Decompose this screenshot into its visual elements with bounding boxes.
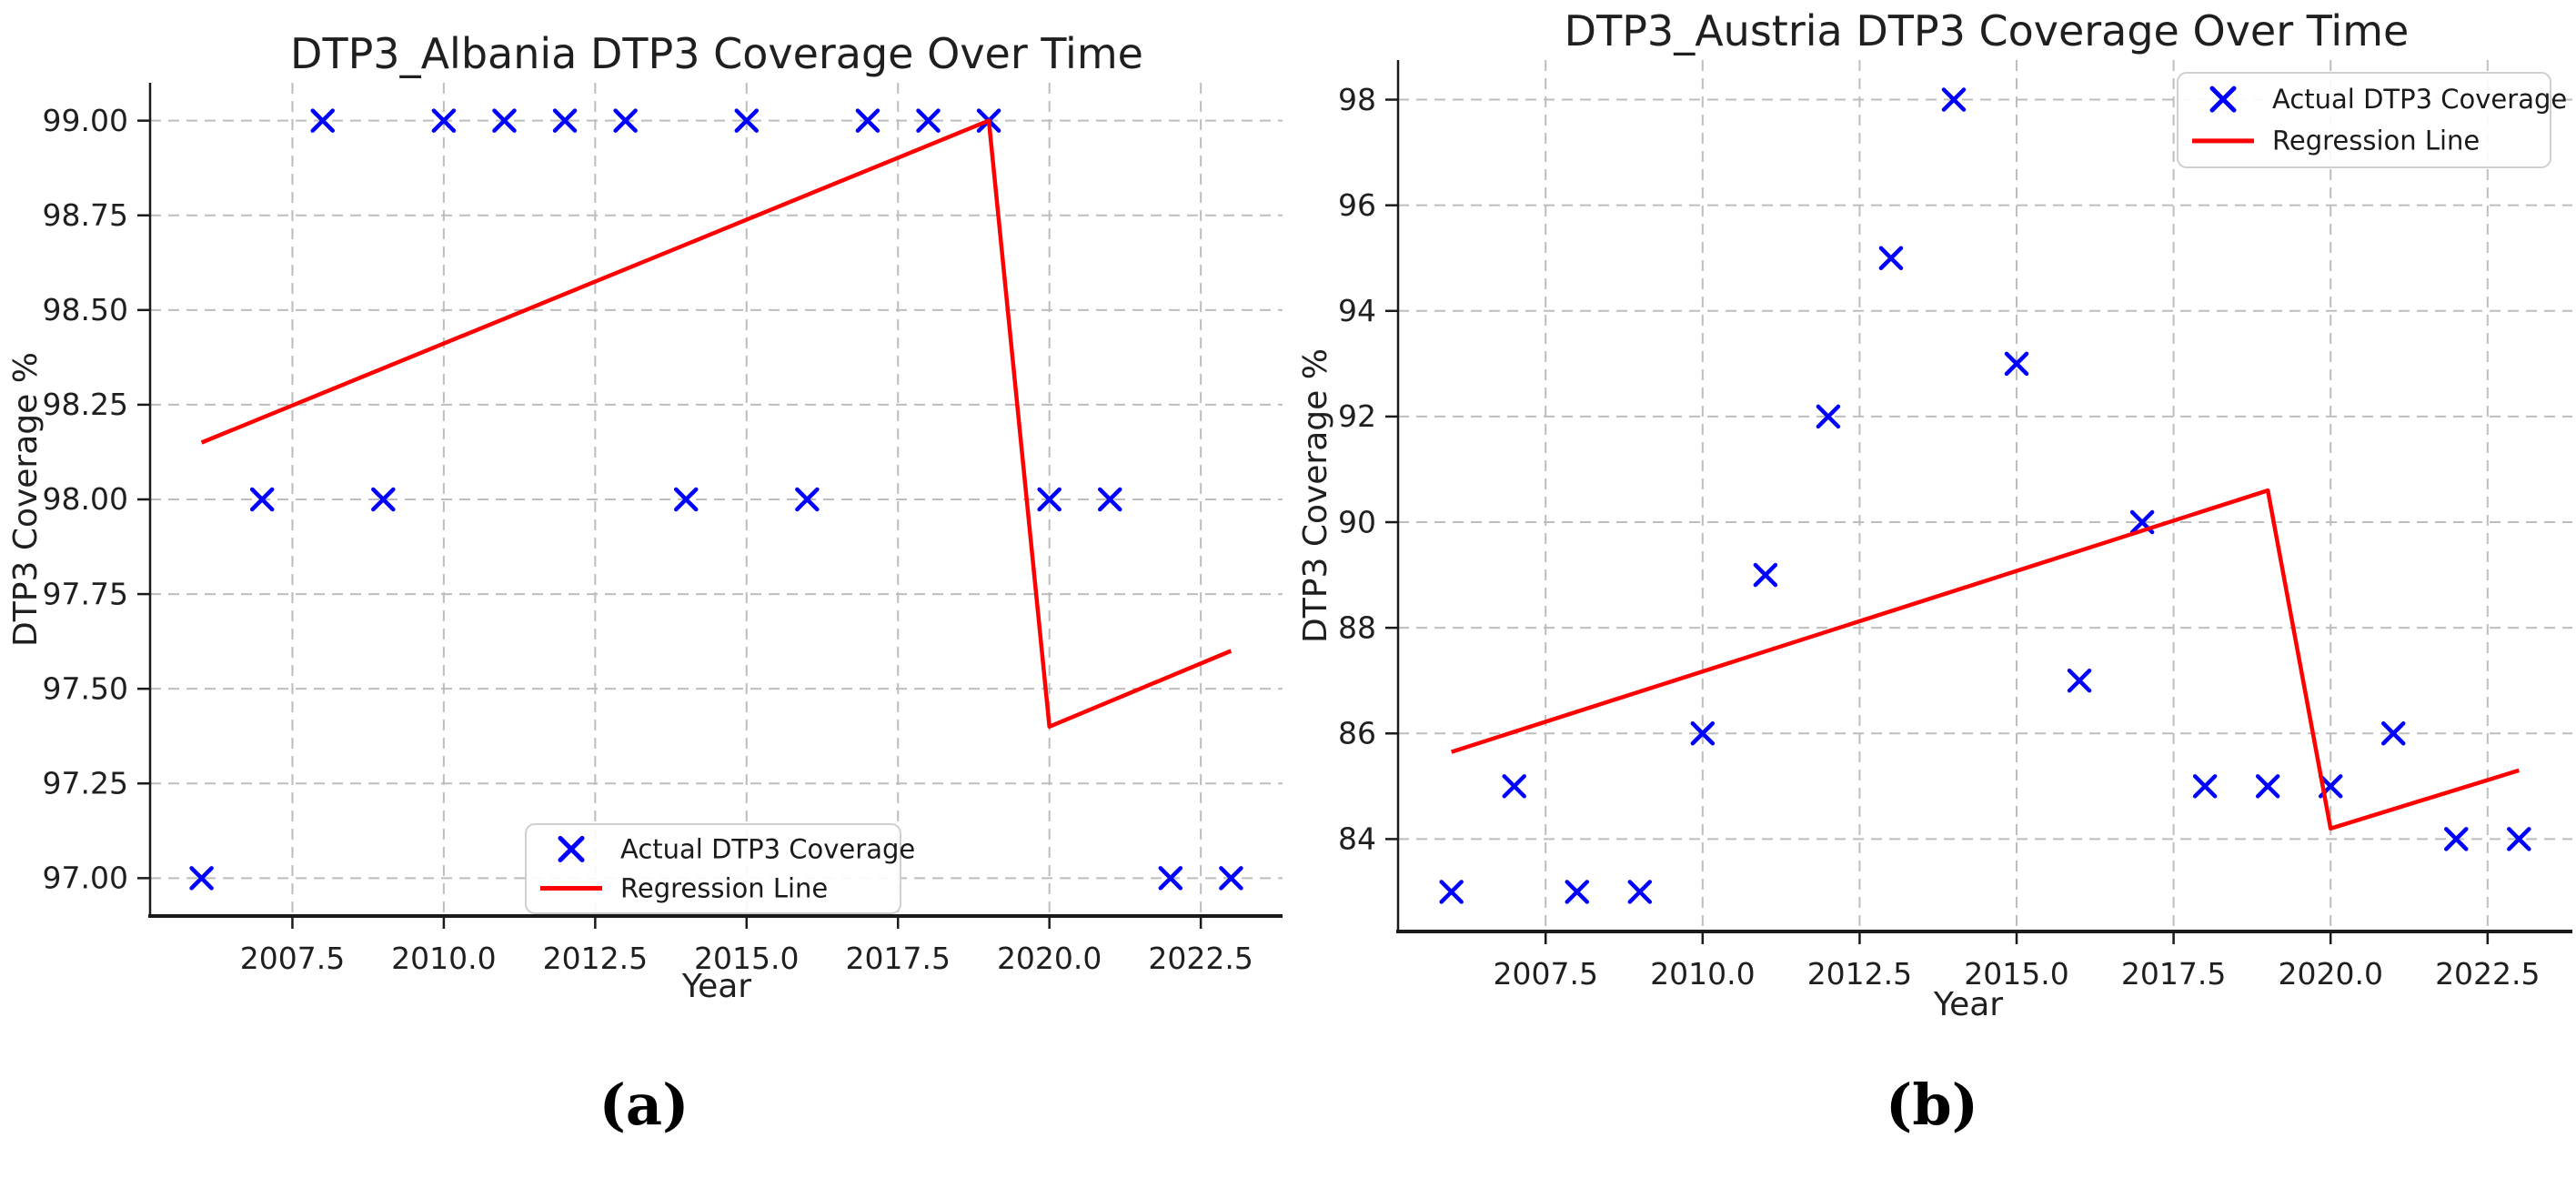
x-axis-label: Year — [1933, 986, 2003, 1023]
y-tick-label: 97.00 — [43, 861, 128, 896]
data-point-marker — [613, 108, 638, 133]
data-point-marker — [2444, 827, 2469, 851]
chart-albania-panel: 99.00 98.75 98.50 98.25 98.00 97.75 97.50 97.25… — [7, 29, 1283, 1005]
x-tick-label: 2007.5 — [1494, 956, 1598, 992]
chart-title: DTP3_Austria DTP3 Coverage Over Time — [1565, 6, 2410, 55]
x-tick-label: 2015.0 — [1964, 956, 2068, 992]
data-point-marker — [673, 487, 699, 512]
x-tick-label: 2015.0 — [694, 941, 799, 976]
x-tick-label: 2020.0 — [2278, 956, 2382, 992]
data-point-marker — [371, 487, 396, 512]
legend-marker-sample — [2209, 86, 2237, 113]
data-point-marker — [1439, 880, 1464, 904]
data-point-marker — [492, 108, 517, 133]
y-axis-label: DTP3 Coverage % — [7, 352, 45, 647]
data-point-marker — [1037, 487, 1062, 512]
x-tick-label: 2017.5 — [845, 941, 950, 976]
data-point-marker — [552, 108, 578, 133]
data-point-marker — [2004, 351, 2029, 377]
caption-b: (b) — [1288, 1072, 2576, 1138]
y-tick-label: 98.50 — [43, 292, 128, 327]
data-point-marker — [2067, 668, 2092, 693]
data-point-marker — [1502, 774, 1526, 799]
data-point-marker — [795, 487, 820, 512]
data-point-marker — [431, 108, 457, 133]
y-tick-label: 98.00 — [43, 481, 128, 517]
y-tick-label: 98 — [1338, 82, 1376, 117]
regression-line — [200, 118, 1233, 730]
data-point-marker — [1878, 246, 1904, 270]
y-tick-label: 97.25 — [43, 765, 128, 800]
y-axis-label: DTP3 Coverage % — [1297, 348, 1334, 643]
data-point-marker — [855, 108, 880, 133]
y-tick-label: 92 — [1338, 398, 1376, 434]
data-point-marker — [734, 108, 760, 133]
legend-label: Regression Line — [620, 872, 828, 903]
data-point-marker — [2380, 721, 2406, 746]
caption-a-label: (a) — [599, 1072, 689, 1138]
data-point-marker — [2192, 774, 2218, 799]
caption-b-label: (b) — [1885, 1072, 1979, 1138]
legend — [525, 823, 901, 914]
data-point-marker — [1098, 487, 1122, 512]
y-tick-label: 99.00 — [43, 103, 128, 138]
data-point-marker — [1627, 880, 1653, 904]
y-tick-label: 90 — [1338, 504, 1376, 539]
legend-label: Actual DTP3 Coverage — [2272, 84, 2567, 115]
data-point-marker — [310, 108, 335, 133]
data-point-marker — [1941, 87, 1967, 112]
y-tick-label: 86 — [1338, 715, 1376, 750]
x-tick-label: 2020.0 — [997, 941, 1102, 976]
data-point-marker — [249, 487, 275, 512]
regression-line — [1451, 488, 2520, 831]
caption-a: (a) — [0, 1072, 1288, 1138]
y-tick-label: 97.75 — [43, 576, 128, 611]
data-point-marker — [1690, 721, 1716, 746]
data-point-marker — [1565, 880, 1590, 904]
chart-austria-panel: 98 96 94 92 90 88 86 84 2007.5 2010.0 2012.5 2015.0… — [1297, 6, 2572, 1023]
legend-label: Actual DTP3 Coverage — [620, 833, 915, 864]
y-tick-label: 96 — [1338, 187, 1376, 223]
y-tick-label: 88 — [1338, 609, 1376, 645]
x-tick-label: 2007.5 — [240, 941, 345, 976]
x-axis-label: Year — [681, 968, 751, 1005]
x-tick-label: 2022.5 — [2435, 956, 2540, 992]
data-point-marker — [1753, 562, 1778, 588]
x-tick-label: 2010.0 — [1650, 956, 1755, 992]
x-tick-label: 2012.5 — [543, 941, 648, 976]
x-tick-label: 2017.5 — [2121, 956, 2226, 992]
y-tick-label: 84 — [1338, 821, 1376, 857]
y-tick-label: 98.25 — [43, 387, 128, 422]
y-tick-label: 98.75 — [43, 197, 128, 233]
data-point-marker — [1816, 404, 1841, 429]
legend-marker-sample — [558, 835, 585, 862]
x-tick-label: 2022.5 — [1148, 941, 1253, 976]
x-tick-label: 2012.5 — [1807, 956, 1912, 992]
data-point-marker — [2255, 774, 2280, 799]
data-point-marker — [916, 108, 941, 133]
data-point-marker — [189, 866, 214, 891]
y-tick-label: 94 — [1338, 293, 1376, 328]
y-tick-label: 97.50 — [43, 670, 128, 706]
chart-title: DTP3_Albania DTP3 Coverage Over Time — [290, 29, 1143, 78]
legend-label: Regression Line — [2272, 126, 2480, 156]
x-tick-label: 2010.0 — [391, 941, 496, 976]
data-point-marker — [1158, 866, 1183, 891]
data-point-marker — [1219, 866, 1243, 891]
data-point-marker — [2507, 827, 2531, 851]
legend — [2177, 72, 2551, 168]
